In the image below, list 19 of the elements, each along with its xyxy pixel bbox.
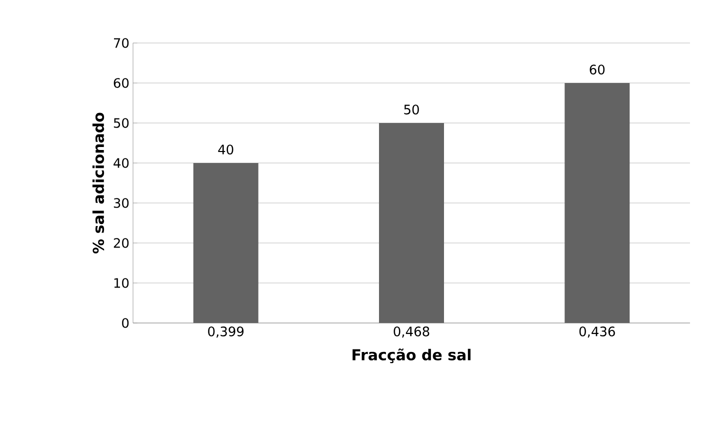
- x-tick-label: 0,436: [579, 326, 615, 338]
- x-tick-label: 0,468: [394, 326, 430, 338]
- bar: [564, 82, 630, 323]
- y-tick-label: 40: [114, 158, 129, 168]
- x-tick-label: 0,399: [208, 326, 244, 338]
- data-label: 60: [590, 64, 605, 74]
- y-tick-label: 10: [114, 278, 129, 288]
- bar: [379, 122, 444, 323]
- y-tick-label: 20: [114, 238, 129, 248]
- y-tick-label: 70: [114, 38, 129, 48]
- data-label: 50: [404, 104, 419, 114]
- x-axis-title: Fracção de sal: [352, 348, 471, 364]
- y-axis-title: % sal adicionado: [92, 112, 104, 254]
- bar: [193, 162, 258, 323]
- y-tick-label: 0: [122, 318, 129, 328]
- y-tick-label: 60: [114, 78, 129, 88]
- data-label: 40: [218, 144, 234, 154]
- y-tick-label: 50: [114, 118, 129, 128]
- y-tick-label: 30: [114, 198, 129, 208]
